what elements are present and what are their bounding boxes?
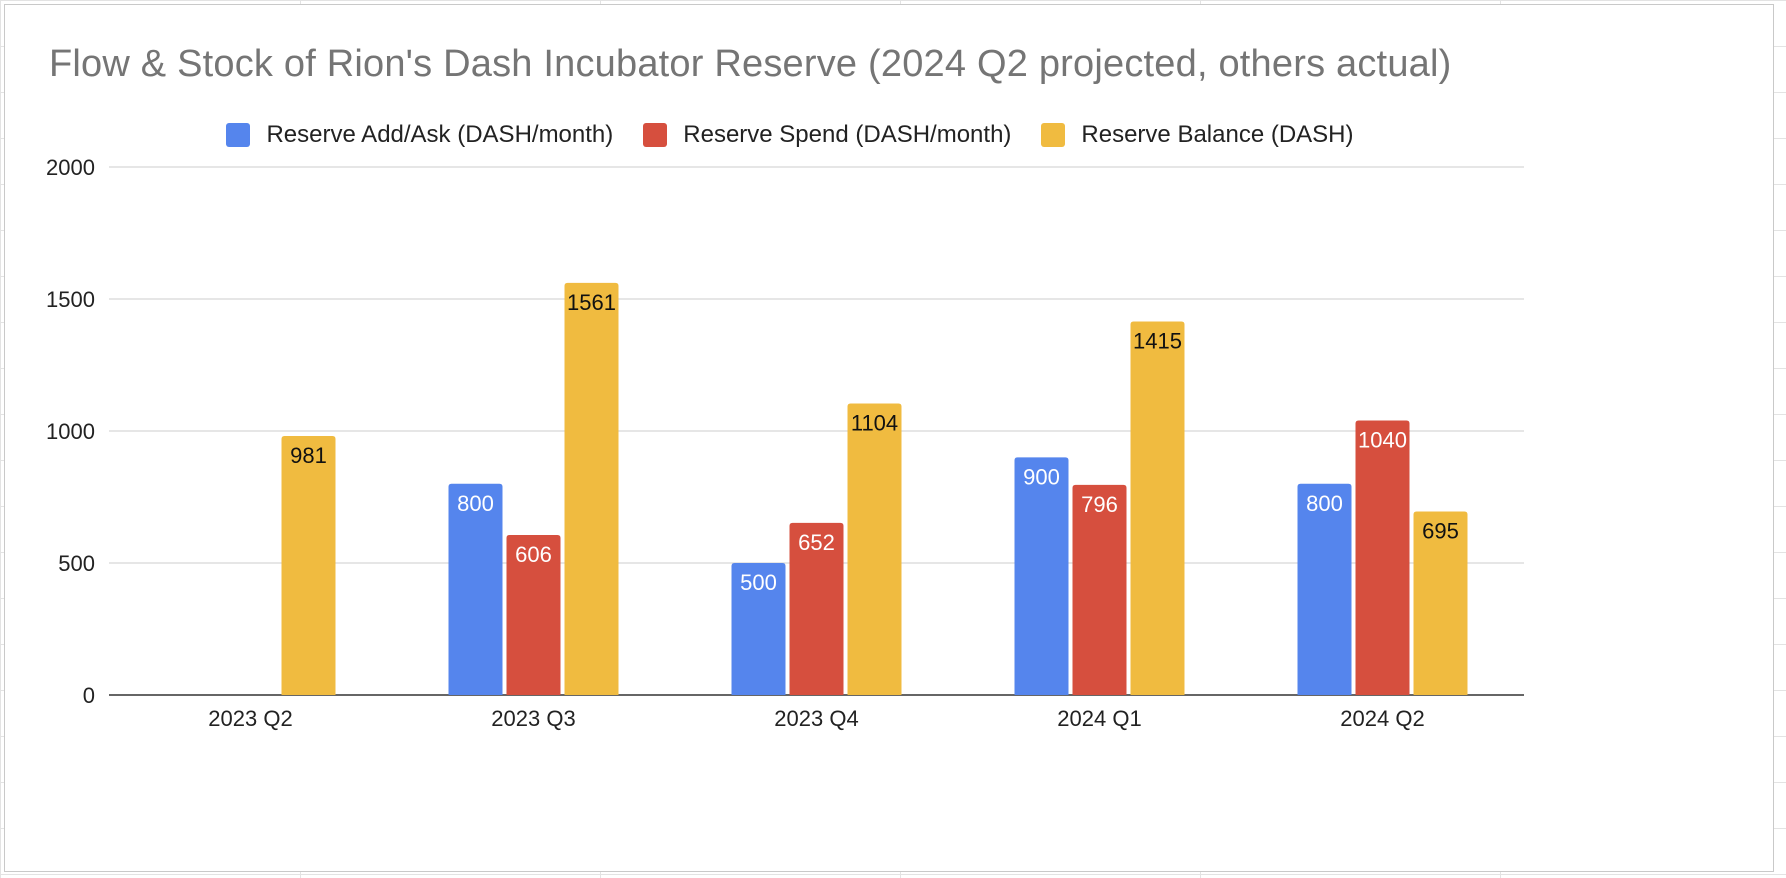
chart-legend: Reserve Add/Ask (DASH/month) Reserve Spe… [5,121,1575,149]
bar [448,483,503,695]
bar [1014,457,1069,695]
bar [281,436,336,695]
bar-data-label: 800 [1306,491,1343,516]
x-tick-label: 2023 Q2 [208,706,292,731]
legend-label-add-ask: Reserve Add/Ask (DASH/month) [266,121,614,148]
y-tick-label: 0 [83,683,95,708]
bar [731,563,786,695]
bar-data-label: 800 [457,491,494,516]
bar-data-label: 1104 [851,411,898,436]
chart-plot-area: 0 500 1000 1500 2000 2023 Q2 981 2023 Q3 800 606 1… [46,155,1524,731]
bar [1130,321,1185,695]
x-tick-label: 2024 Q1 [1057,706,1141,731]
y-tick-label: 2000 [46,155,95,180]
bar-data-label: 1561 [567,290,616,315]
bar [1413,511,1468,695]
x-tick-label: 2023 Q4 [774,706,858,731]
x-tick-label: 2024 Q2 [1340,706,1424,731]
bar-data-label: 695 [1422,519,1459,544]
bar-data-label: 606 [515,542,552,567]
legend-item-add-ask[interactable]: Reserve Add/Ask (DASH/month) [226,121,613,149]
bar [1355,420,1410,695]
bar [1072,484,1127,695]
chart-title: Flow & Stock of Rion's Dash Incubator Re… [49,43,1452,85]
legend-swatch-balance [1041,123,1066,147]
bar-data-label: 796 [1081,492,1118,517]
bar [1297,483,1352,695]
bar-data-label: 500 [740,570,777,595]
bar-data-label: 1415 [1133,328,1182,353]
bar [506,535,561,695]
bar-data-label: 981 [290,443,327,468]
y-tick-label: 1500 [46,287,95,312]
y-tick-label: 500 [58,551,95,576]
y-tick-label: 1000 [46,419,95,444]
legend-label-balance: Reserve Balance (DASH) [1081,121,1354,148]
chart-container[interactable]: Flow & Stock of Rion's Dash Incubator Re… [4,4,1774,872]
bar-data-label: 1040 [1358,427,1407,452]
bar [847,403,902,695]
legend-swatch-add-ask [226,123,251,147]
legend-swatch-spend [643,123,668,147]
bar-data-label: 652 [798,530,835,555]
legend-label-spend: Reserve Spend (DASH/month) [683,121,1012,148]
bar [789,522,844,695]
bar [564,282,619,695]
bar-data-label: 900 [1023,464,1060,489]
legend-item-spend[interactable]: Reserve Spend (DASH/month) [643,121,1011,149]
x-tick-label: 2023 Q3 [491,706,575,731]
legend-item-balance[interactable]: Reserve Balance (DASH) [1041,121,1354,149]
